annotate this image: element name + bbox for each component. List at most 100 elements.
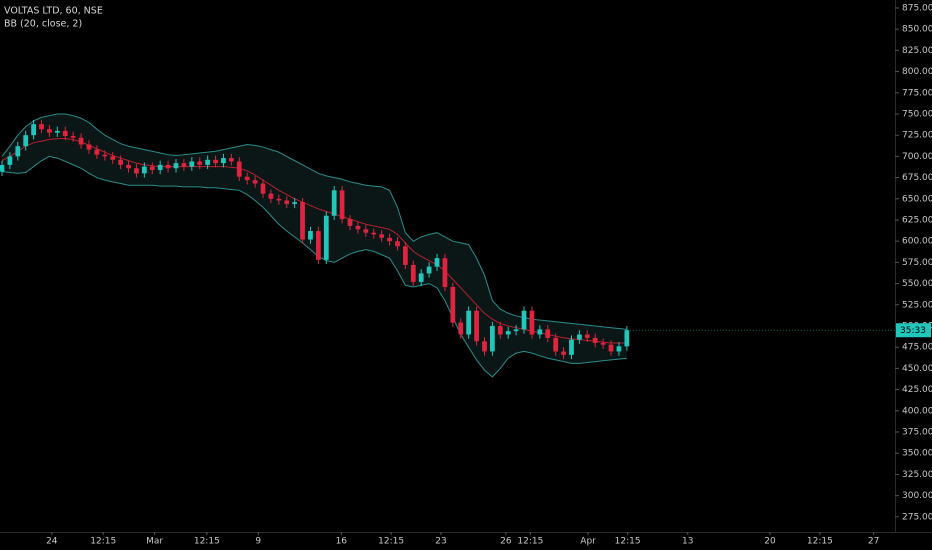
candle-body — [608, 344, 614, 352]
candle-body — [474, 310, 479, 342]
x-tick-label: 13 — [682, 537, 693, 547]
candle-body — [300, 202, 305, 240]
candle-body — [165, 164, 171, 169]
x-tick-label: 27 — [868, 537, 879, 547]
y-tick-label: 750.00 — [902, 109, 932, 119]
candle-body — [31, 124, 36, 136]
y-tick-label: 300.00 — [902, 491, 932, 501]
candle-body — [228, 158, 234, 162]
candle-body — [78, 137, 84, 145]
candle-body — [149, 166, 155, 170]
candle-body — [561, 351, 566, 355]
candle-body — [308, 231, 313, 240]
y-tick-label: 625.00 — [902, 215, 932, 225]
x-tick-label: 23 — [435, 537, 446, 547]
candle-body — [118, 159, 123, 165]
candle-body — [569, 339, 574, 355]
candle-body — [205, 159, 211, 165]
candle-body — [466, 310, 472, 335]
candle-body — [189, 161, 195, 167]
candle-body — [363, 229, 369, 233]
candle-body — [181, 163, 187, 167]
candle-body — [323, 215, 329, 260]
y-tick-label: 650.00 — [902, 194, 932, 204]
candle-body — [197, 161, 203, 165]
y-tick-label: 425.00 — [902, 385, 932, 395]
candle-body — [616, 346, 622, 352]
candle-body — [244, 176, 250, 181]
lower-band — [1, 155, 627, 378]
candle-body — [592, 337, 598, 343]
candle-body — [62, 130, 68, 137]
y-tick-label: 525.00 — [902, 300, 932, 310]
candle-body — [284, 200, 290, 204]
last-price-box — [896, 323, 931, 338]
candle-body — [577, 334, 582, 340]
x-tick-label: Mar — [146, 537, 163, 547]
candle-body — [252, 180, 258, 184]
candle-body — [553, 337, 559, 352]
candle-body — [23, 135, 29, 147]
y-tick-label: 775.00 — [902, 88, 932, 98]
candle-body — [371, 232, 377, 235]
x-tick-label: 12:15 — [615, 537, 641, 547]
candle-body — [347, 219, 353, 226]
y-tick-label: 350.00 — [902, 449, 932, 459]
candle-body — [7, 156, 13, 165]
x-tick-label: 12:15 — [807, 537, 833, 547]
candle-body — [331, 190, 337, 216]
candle-body — [434, 258, 440, 267]
candle-body — [39, 124, 44, 130]
candle-body — [482, 341, 487, 352]
candle-body — [236, 161, 242, 177]
x-tick-label: 12:15 — [378, 537, 404, 547]
candle-body — [426, 266, 432, 274]
candle-body — [379, 234, 385, 238]
candle-body — [54, 130, 60, 133]
candle-body — [173, 163, 179, 169]
candle-body — [521, 310, 527, 330]
candle-body — [545, 329, 551, 338]
candle-body — [395, 241, 400, 247]
candle-body — [403, 246, 408, 265]
candle-body — [268, 193, 274, 199]
y-tick-label: 675.00 — [902, 173, 932, 183]
candle-body — [584, 334, 590, 338]
candle-body — [355, 225, 361, 230]
candle-body — [276, 198, 282, 201]
candle-body — [141, 166, 147, 174]
y-tick-label: 325.00 — [902, 470, 932, 480]
y-tick-label: 550.00 — [902, 279, 932, 289]
candle-body — [418, 273, 424, 282]
candle-body — [70, 136, 76, 138]
y-tick-label: 575.00 — [902, 258, 932, 268]
x-tick-label: 9 — [255, 537, 261, 547]
x-tick-label: 12:15 — [194, 537, 220, 547]
candle-body — [339, 190, 345, 220]
candle-body — [497, 326, 503, 335]
candle-body — [442, 258, 448, 287]
y-tick-label: 800.00 — [902, 67, 932, 77]
candle-body — [624, 330, 630, 347]
x-tick-label: Apr — [580, 537, 596, 547]
candle-body — [513, 329, 519, 332]
y-tick-label: 450.00 — [902, 364, 932, 374]
candle-body — [450, 286, 456, 323]
candle-body — [15, 146, 21, 157]
x-tick-label: 20 — [764, 537, 776, 547]
candle-body — [529, 310, 535, 335]
plot-area — [0, 113, 630, 378]
chart-title: VOLTAS LTD, 60, NSE — [4, 6, 103, 17]
candle-body — [410, 264, 416, 282]
y-tick-label: 475.00 — [902, 343, 932, 353]
x-tick-label: 12:15 — [517, 537, 543, 547]
candle-body — [458, 322, 464, 335]
candle-body — [505, 331, 511, 335]
y-tick-label: 825.00 — [902, 46, 932, 56]
candle-body — [86, 144, 92, 150]
candle-body — [221, 158, 226, 164]
candle-body — [110, 156, 116, 160]
last-price-label: 35:33 — [900, 326, 926, 336]
candle-body — [315, 231, 321, 260]
